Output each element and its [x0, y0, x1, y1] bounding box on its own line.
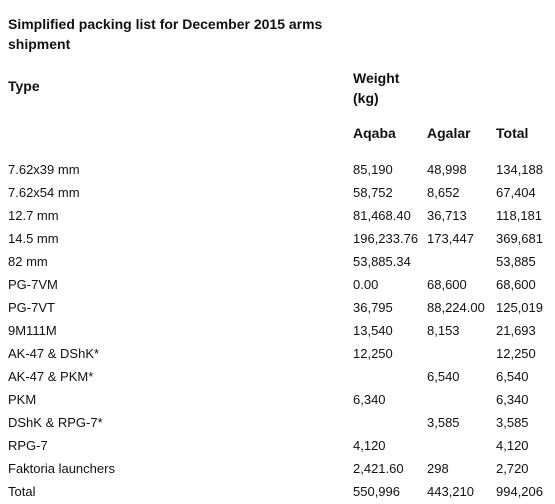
cell-type: 12.7 mm — [8, 208, 59, 223]
cell-agalar: 68,600 — [427, 277, 467, 292]
header-type: Type — [8, 78, 40, 94]
cell-agalar: 88,224.00 — [427, 300, 485, 315]
cell-total: 53,885 — [496, 254, 536, 269]
cell-agalar: 298 — [427, 461, 449, 476]
cell-agalar: 48,998 — [427, 162, 467, 177]
cell-aqaba: 550,996 — [353, 484, 400, 499]
cell-aqaba: 58,752 — [353, 185, 393, 200]
cell-total: 994,206 — [496, 484, 543, 499]
cell-type: PG-7VT — [8, 300, 55, 315]
cell-agalar: 36,713 — [427, 208, 467, 223]
cell-type: RPG-7 — [8, 438, 48, 453]
cell-type: PG-7VM — [8, 277, 58, 292]
cell-type: PKM — [8, 392, 37, 407]
cell-total: 6,340 — [496, 392, 529, 407]
cell-total: 68,600 — [496, 277, 536, 292]
cell-total: 118,181 — [496, 208, 543, 223]
cell-aqaba: 85,190 — [353, 162, 393, 177]
cell-aqaba: 6,340 — [353, 392, 386, 407]
cell-agalar: 173,447 — [427, 231, 474, 246]
cell-aqaba: 0.00 — [353, 277, 379, 292]
cell-aqaba: 12,250 — [353, 346, 393, 361]
cell-total: 4,120 — [496, 438, 529, 453]
header-total: Total — [496, 125, 529, 141]
cell-aqaba: 81,468.40 — [353, 208, 411, 223]
cell-aqaba: 4,120 — [353, 438, 386, 453]
header-weight: Weight (kg) — [353, 70, 400, 106]
cell-total: 21,693 — [496, 323, 536, 338]
cell-total: 67,404 — [496, 185, 536, 200]
cell-agalar: 3,585 — [427, 415, 460, 430]
cell-type: 7.62x54 mm — [8, 185, 80, 200]
cell-total: 125,019 — [496, 300, 543, 315]
header-aqaba: Aqaba — [353, 125, 396, 141]
cell-type: 9M111M — [8, 323, 57, 338]
cell-aqaba: 2,421.60 — [353, 461, 404, 476]
cell-aqaba: 53,885.34 — [353, 254, 411, 269]
cell-type: DShK & RPG-7* — [8, 415, 103, 430]
cell-agalar: 6,540 — [427, 369, 460, 384]
cell-type: Faktoria launchers — [8, 461, 115, 476]
cell-type: AK-47 & DShK* — [8, 346, 100, 361]
cell-total: 369,681 — [496, 231, 543, 246]
cell-type: Total — [8, 484, 36, 499]
cell-agalar: 8,652 — [427, 185, 460, 200]
cell-agalar: 443,210 — [427, 484, 474, 499]
header-agalar: Agalar — [427, 125, 471, 141]
cell-type: 82 mm — [8, 254, 48, 269]
cell-total: 12,250 — [496, 346, 536, 361]
cell-aqaba: 13,540 — [353, 323, 393, 338]
cell-type: 14.5 mm — [8, 231, 59, 246]
title: Simplified packing list for December 201… — [8, 16, 323, 52]
cell-aqaba: 196,233.76 — [353, 231, 419, 246]
cell-agalar: 8,153 — [427, 323, 460, 338]
cell-total: 134,188 — [496, 162, 543, 177]
cell-total: 3,585 — [496, 415, 529, 430]
cell-total: 2,720 — [496, 461, 529, 476]
cell-total: 6,540 — [496, 369, 529, 384]
cell-type: 7.62x39 mm — [8, 162, 80, 177]
cell-aqaba: 36,795 — [353, 300, 393, 315]
cell-type: AK-47 & PKM* — [8, 369, 94, 384]
